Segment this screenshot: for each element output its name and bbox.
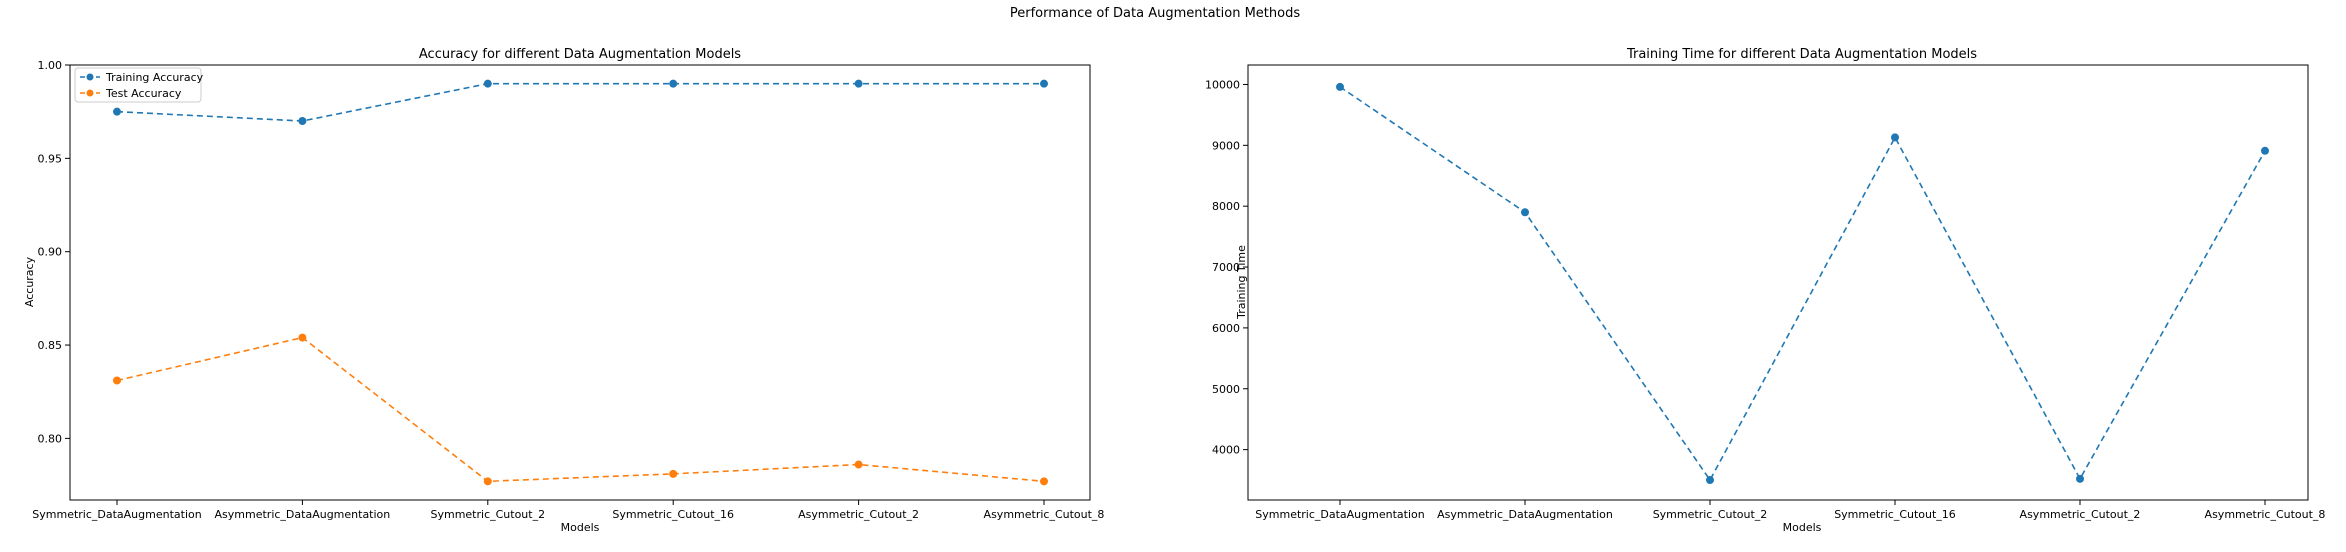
- legend-label-training: Training Accuracy: [105, 71, 204, 84]
- accuracy-ytick-label: 0.80: [38, 432, 63, 445]
- training-time-chart-marks: 4000 5000 6000 7000 8000 9000 10000 Symmetric_D…: [1205, 78, 2325, 521]
- accuracy-ytick-label: 0.85: [38, 339, 63, 352]
- training-time-chart-frame: [1247, 64, 2309, 501]
- accuracy-series-0-point: [298, 117, 307, 126]
- training-time-ytick-label: 10000: [1205, 78, 1240, 91]
- accuracy-chart-xlabel: Models: [561, 521, 600, 534]
- training-time-xtick-label: Symmetric_Cutout_2: [1653, 508, 1768, 521]
- accuracy-ytick-label: 0.90: [38, 246, 63, 259]
- accuracy-chart-marks: 0.80 0.85 0.90 0.95 1.00 Symmetric_DataAugmen…: [32, 59, 1104, 521]
- accuracy-series-1-point: [298, 333, 307, 342]
- accuracy-series-1-point: [1040, 477, 1048, 486]
- accuracy-series-line-1: [116, 336, 1045, 483]
- accuracy-series-0-point: [854, 79, 863, 88]
- accuracy-xtick-label: Symmetric_Cutout_2: [430, 508, 545, 521]
- accuracy-series-line-0: [116, 82, 1044, 122]
- training-time-series-0-point: [2261, 146, 2269, 155]
- training-time-chart-title: Training Time for different Data Augment…: [1626, 47, 1977, 62]
- accuracy-xtick-label: Asymmetric_Cutout_8: [984, 508, 1105, 521]
- training-time-chart-xlabel: Models: [1783, 521, 1822, 534]
- accuracy-ytick-label: 1.00: [38, 59, 63, 72]
- accuracy-series-0-point: [113, 107, 121, 116]
- training-time-chart: Training Time for different Data Augment…: [1205, 47, 2325, 534]
- accuracy-chart-legend: Training Accuracy Test Accuracy: [74, 67, 204, 103]
- training-time-series-0-point: [1706, 476, 1714, 485]
- training-time-series-0-point: [1336, 82, 1344, 91]
- accuracy-series-1-point: [483, 477, 492, 486]
- training-time-series-line-0: [1339, 86, 2266, 482]
- training-time-xtick-label: Symmetric_DataAugmentation: [1255, 508, 1424, 521]
- accuracy-xtick-label: Symmetric_DataAugmentation: [32, 508, 201, 521]
- accuracy-ytick-label: 0.95: [38, 152, 63, 165]
- accuracy-series-1-point: [854, 460, 863, 469]
- accuracy-xtick-label: Asymmetric_Cutout_2: [798, 508, 919, 521]
- accuracy-series-0-point: [1040, 79, 1048, 88]
- training-time-series-0-point: [1521, 208, 1529, 217]
- training-time-ytick-label: 7000: [1212, 261, 1240, 274]
- accuracy-xtick-label: Asymmetric_DataAugmentation: [215, 508, 391, 521]
- legend-label-test: Test Accuracy: [105, 87, 182, 100]
- accuracy-chart-frame: [69, 64, 1091, 501]
- training-time-xtick-label: Asymmetric_Cutout_2: [2020, 508, 2141, 521]
- training-time-ytick-label: 5000: [1212, 383, 1240, 396]
- legend-box: [74, 67, 202, 103]
- training-time-series-0-point: [1891, 133, 1899, 142]
- accuracy-chart: Accuracy for different Data Augmentation…: [23, 47, 1104, 534]
- accuracy-series-1-point: [669, 469, 678, 478]
- legend-marker-training: [86, 73, 94, 81]
- accuracy-series-0-point: [669, 79, 678, 88]
- accuracy-xtick-label: Symmetric_Cutout_16: [612, 508, 734, 521]
- training-time-ytick-label: 6000: [1212, 322, 1240, 335]
- legend-marker-test: [86, 89, 94, 97]
- training-time-chart-ylabel: Training Time: [1235, 245, 1248, 320]
- figure-suptitle: Performance of Data Augmentation Methods: [1010, 6, 1300, 21]
- training-time-series-0-point: [2076, 474, 2084, 483]
- accuracy-chart-title: Accuracy for different Data Augmentation…: [419, 47, 741, 62]
- training-time-ytick-label: 8000: [1212, 200, 1240, 213]
- training-time-xtick-label: Asymmetric_DataAugmentation: [1437, 508, 1613, 521]
- accuracy-series-1-point: [113, 376, 121, 385]
- training-time-ytick-label: 9000: [1212, 139, 1240, 152]
- training-time-xtick-label: Symmetric_Cutout_16: [1834, 508, 1956, 521]
- accuracy-chart-ylabel: Accuracy: [23, 256, 36, 307]
- training-time-xtick-label: Asymmetric_Cutout_8: [2205, 508, 2326, 521]
- accuracy-series-0-point: [483, 79, 492, 88]
- training-time-ytick-label: 4000: [1212, 444, 1240, 457]
